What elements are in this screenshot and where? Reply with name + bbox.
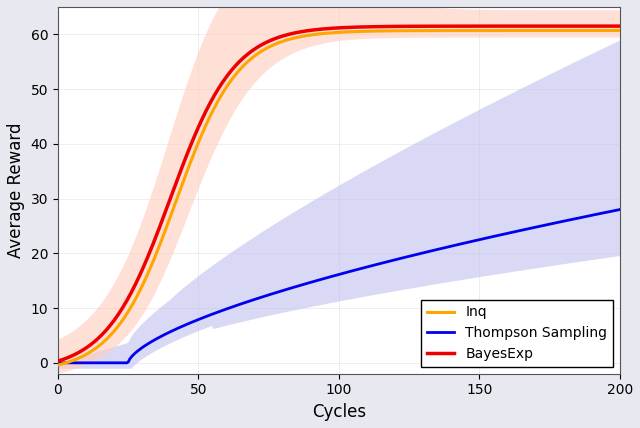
X-axis label: Cycles: Cycles [312,403,366,421]
Thompson Sampling [54,360,61,366]
Line: Inq: Inq [58,30,620,365]
Thompson Sampling [460,241,467,246]
Legend: Inq, Thompson Sampling, BayesExp: Inq, Thompson Sampling, BayesExp [421,300,613,367]
Line: Thompson Sampling: Thompson Sampling [58,210,620,363]
Thompson Sampling [408,253,415,258]
Inq [616,28,624,33]
BayesExp [237,57,245,62]
Inq [237,66,245,71]
BayesExp [276,34,284,39]
Y-axis label: Average Reward: Average Reward [7,122,25,258]
Thompson Sampling [237,301,245,306]
Thompson Sampling [616,207,624,212]
Thompson Sampling [122,360,129,366]
BayesExp [616,24,624,29]
BayesExp [463,24,470,29]
Inq [408,28,415,33]
Inq [122,313,129,318]
Line: BayesExp: BayesExp [58,26,620,361]
Inq [276,39,284,45]
BayesExp [122,300,129,306]
Inq [460,28,467,33]
Thompson Sampling [463,240,470,245]
Thompson Sampling [276,289,284,294]
Inq [54,363,61,368]
BayesExp [408,24,415,29]
BayesExp [460,24,467,29]
Inq [463,28,470,33]
BayesExp [54,359,61,364]
